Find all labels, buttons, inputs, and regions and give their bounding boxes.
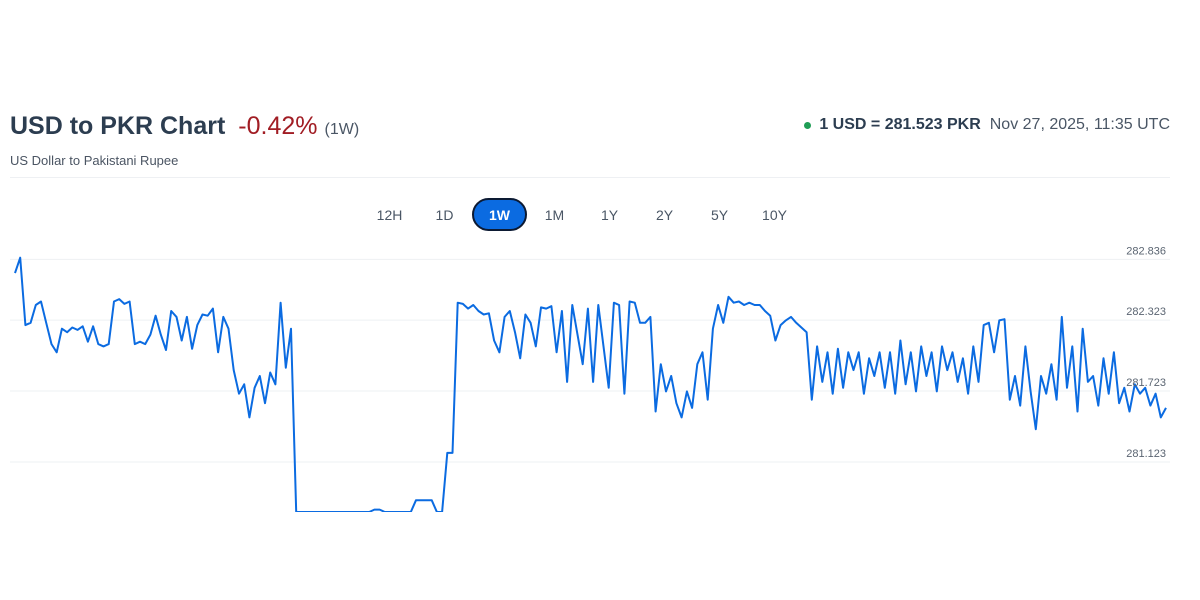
- range-button-2y[interactable]: 2Y: [655, 206, 674, 223]
- series-line-usd-pkr: [14, 256, 1167, 512]
- time-range-selector: 12H 1D 1W 1M 1Y 2Y 5Y 10Y: [362, 198, 802, 233]
- live-status-icon: [804, 121, 812, 129]
- page-subtitle: US Dollar to Pakistani Rupee: [10, 153, 179, 168]
- chart-header: USD to PKR Chart -0.42% (1W) US Dollar t…: [10, 112, 1170, 174]
- y-axis-ticks: 282.836 282.323 281.723 281.123: [1126, 245, 1166, 460]
- rate-timestamp: Nov 27, 2025, 11:35 UTC: [989, 116, 1170, 133]
- y-tick-label-3: 281.123: [1126, 448, 1166, 460]
- range-button-1m[interactable]: 1M: [544, 206, 565, 223]
- range-button-12h[interactable]: 12H: [376, 206, 403, 223]
- range-button-1d[interactable]: 1D: [435, 206, 454, 223]
- y-tick-label-1: 282.323: [1126, 306, 1166, 318]
- title-row: USD to PKR Chart -0.42% (1W): [10, 112, 359, 141]
- usd-pkr-line-chart: 282.836 282.323 281.723 281.123: [10, 245, 1170, 512]
- range-button-5y[interactable]: 5Y: [710, 206, 729, 223]
- page-title: USD to PKR Chart: [10, 112, 226, 140]
- percent-change: -0.42%: [238, 112, 318, 140]
- y-tick-label-2: 281.723: [1126, 377, 1166, 389]
- range-button-10y[interactable]: 10Y: [762, 206, 787, 223]
- chart-gridlines: [10, 258, 1170, 463]
- period-label: (1W): [324, 121, 360, 138]
- range-button-1w[interactable]: 1W: [472, 198, 527, 231]
- current-rate: 1 USD = 281.523 PKR: [819, 116, 981, 133]
- chart-series: [14, 256, 1167, 512]
- header-divider: [10, 177, 1170, 178]
- y-tick-label-0: 282.836: [1126, 245, 1166, 257]
- rate-summary: 1 USD = 281.523 PKR Nov 27, 2025, 11:35 …: [804, 116, 1170, 134]
- range-button-1y[interactable]: 1Y: [600, 206, 619, 223]
